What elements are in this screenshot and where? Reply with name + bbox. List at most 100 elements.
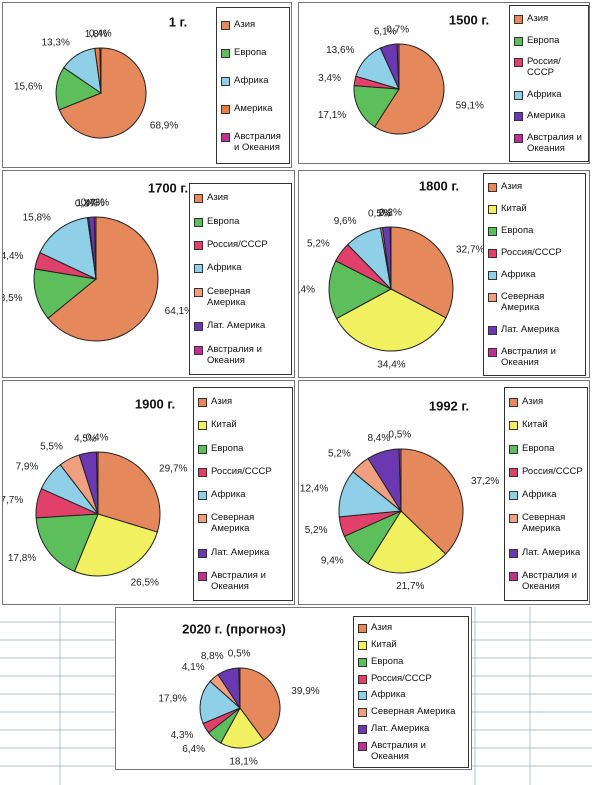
legend-item: Россия/СССР xyxy=(194,239,287,251)
legend-label: Австралия и Океания xyxy=(207,343,262,366)
legend-label: Африка xyxy=(207,262,242,274)
legend-item: Лат. Америка xyxy=(198,547,288,558)
slice-label: 0,4% xyxy=(86,433,109,444)
slice-label: 15,8% xyxy=(23,212,51,223)
legend-label: Австралия и Океания xyxy=(211,569,266,592)
slice-label: 17,8% xyxy=(8,553,36,564)
legend-item: Азия xyxy=(514,13,584,25)
legend-label: Европа xyxy=(522,442,555,454)
legend-swatch xyxy=(194,241,203,251)
slice-label: 4,4% xyxy=(3,251,24,262)
pie-slice xyxy=(353,85,400,128)
legend: Азия Европа Россия/СССР Африка Америка Австра… xyxy=(509,5,589,162)
legend-label: Северная Америка xyxy=(207,285,251,308)
pie-slice xyxy=(95,451,99,515)
slice-label: 17,1% xyxy=(318,110,346,121)
legend-swatch xyxy=(509,467,518,477)
slice-label: 0,5% xyxy=(228,649,251,660)
legend-item: Азия xyxy=(198,396,288,408)
legend-item: Африка xyxy=(514,89,584,100)
pie-slice xyxy=(47,216,159,342)
legend-swatch xyxy=(509,398,518,408)
legend-swatch xyxy=(221,104,230,114)
legend-swatch xyxy=(194,194,203,204)
slice-label: 34,4% xyxy=(377,360,405,371)
legend-swatch xyxy=(194,322,203,332)
pie-slice xyxy=(239,667,281,741)
legend-label: Австралия и Океания xyxy=(371,740,426,763)
slice-label: 29,7% xyxy=(159,463,187,474)
legend-item: Китай xyxy=(488,203,581,215)
legend-label: Лат. Америка xyxy=(522,546,581,558)
legend-swatch xyxy=(198,421,207,431)
legend-label: Азия xyxy=(207,192,229,204)
slice-label: 9,4% xyxy=(321,556,344,567)
legend-swatch xyxy=(488,325,497,335)
slice-label: 21,7% xyxy=(396,581,424,592)
legend-item: Европа xyxy=(488,225,581,237)
legend-item: Африка xyxy=(488,269,581,280)
legend-item: Азия xyxy=(488,181,581,193)
chart-title: 1800 г. xyxy=(419,178,459,193)
legend-swatch xyxy=(509,571,518,581)
legend-swatch xyxy=(358,674,367,684)
legend-item: Америка xyxy=(221,103,285,114)
slice-label: 13,3% xyxy=(41,38,69,49)
legend: Азия Китай Европа Россия/СССР Африка Северная… xyxy=(353,616,469,768)
legend-label: Россия/СССР xyxy=(527,56,561,79)
slice-label: 26,5% xyxy=(131,577,159,588)
chart-title: 1500 г. xyxy=(449,12,489,27)
slice-label: 37,2% xyxy=(471,476,499,487)
slice-label: 17,9% xyxy=(158,694,186,705)
legend-label: Азия xyxy=(522,396,544,408)
pie-slice xyxy=(238,667,241,709)
chart-panel: 1700 г. 64,1% 13,5% 4,4% 15,8% 0,3%1,47%0,43%… xyxy=(2,170,295,378)
legend-swatch xyxy=(488,270,497,280)
legend-swatch xyxy=(198,444,207,454)
chart-panel: 1992 г. 37,2% 21,7% 9,4% 5,2% 12,4% 5,2% 8,4% 0,… xyxy=(298,380,590,605)
slice-label: 5,2% xyxy=(305,525,328,536)
pie-slice xyxy=(97,451,161,533)
chart-title: 2020 г. (прогноз) xyxy=(182,621,286,636)
pie-chart: 1700 г. 64,1% 13,5% 4,4% 15,8% 0,3%1,47%0,43% xyxy=(3,180,193,342)
legend-label: Лат. Америка xyxy=(211,546,270,558)
legend-label: Африка xyxy=(522,489,557,501)
legend-item: Россия/СССР xyxy=(358,673,464,684)
slice-label: 8,8% xyxy=(201,651,224,662)
legend-label: Лат. Америка xyxy=(371,723,430,735)
legend-label: Африка xyxy=(527,88,562,100)
legend-swatch xyxy=(194,264,203,274)
pie-slice xyxy=(35,513,99,573)
legend-swatch xyxy=(488,347,497,357)
slice-label: 0,7% xyxy=(386,25,409,36)
slice-label: 64,1% xyxy=(165,306,193,317)
legend-item: Азия xyxy=(509,396,583,408)
legend-swatch xyxy=(514,112,523,122)
legend-label: Китай xyxy=(501,203,527,215)
legend-item: Китай xyxy=(198,419,288,431)
legend-label: Лат. Америка xyxy=(207,320,266,332)
legend-item: Европа xyxy=(514,35,584,46)
legend-item: Россия/СССР xyxy=(509,466,583,477)
slice-label: 4,1% xyxy=(182,662,205,673)
legend-item: Австралия и Океания xyxy=(358,740,464,762)
slice-label: 18,1% xyxy=(229,757,257,768)
slice-label: 0,43% xyxy=(81,198,109,209)
legend-swatch xyxy=(488,227,497,237)
legend-label: Россия/СССР xyxy=(501,247,562,259)
legend-label: Азия xyxy=(527,13,549,25)
legend-label: Китай xyxy=(211,419,237,431)
legend-swatch xyxy=(514,133,523,143)
legend-swatch xyxy=(198,514,207,524)
chart-panel: 1800 г. 32,7% 34,4% 15,4% 5,2% 9,6% 0,5%2%0,2%… xyxy=(298,170,590,378)
legend-label: Европа xyxy=(234,46,267,58)
legend-swatch xyxy=(514,90,523,100)
legend-item: Африка xyxy=(509,489,583,501)
legend-swatch xyxy=(198,491,207,501)
pie-slice xyxy=(199,680,241,725)
legend-swatch xyxy=(221,48,230,58)
slice-label: 5,2% xyxy=(307,239,330,250)
pie-slice xyxy=(328,260,393,320)
legend-item: Северная Америка xyxy=(488,291,581,313)
pie-slice xyxy=(396,43,400,90)
